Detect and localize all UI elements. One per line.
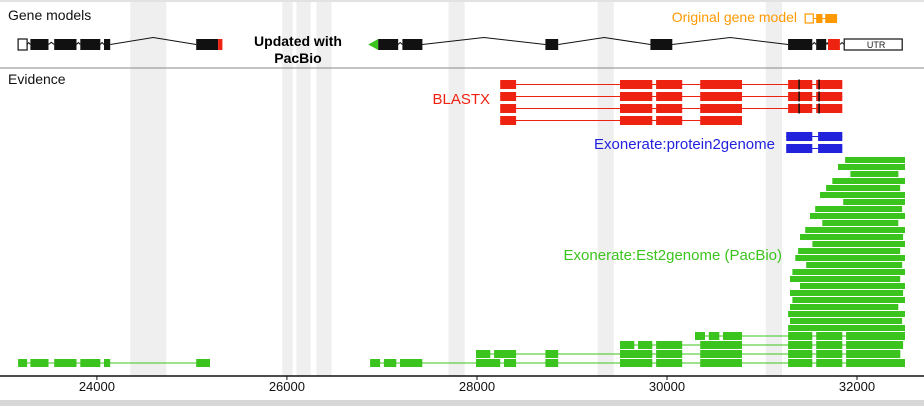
- highlight-bands: [130, 2, 782, 376]
- blastx-hit-row: [500, 91, 843, 102]
- est2genome-transcript: [620, 341, 904, 349]
- est2genome-transcript: [476, 350, 901, 358]
- evidence-track-label: Evidence: [8, 71, 66, 87]
- protein2genome-row: [786, 132, 843, 141]
- est2genome-transcript: [18, 359, 210, 367]
- gene-model-updated: UTR: [368, 36, 903, 51]
- updated-with-pacbio-label: Updated with PacBio: [254, 33, 342, 66]
- est2genome-transcript: [370, 359, 905, 367]
- position-axis: [0, 375, 924, 380]
- blastx-hit-row: [500, 79, 843, 90]
- original-gene-model-glyph: [804, 13, 838, 24]
- gene-models-track-label: Gene models: [8, 7, 92, 23]
- est2genome-read-stack: [788, 157, 905, 331]
- exonerate-protein2genome-label: Exonerate:protein2genome: [594, 136, 775, 153]
- blastx-hit-row: [500, 103, 843, 114]
- window-bottom-edge: [0, 400, 924, 406]
- blastx-label: BLASTX: [432, 91, 490, 108]
- blastx-hit-row: [500, 116, 743, 125]
- original-gene-model-label: Original gene model: [671, 9, 797, 25]
- est2genome-transcript: [695, 332, 905, 340]
- exonerate-est2genome-label: Exonerate:Est2genome (PacBio): [563, 247, 782, 264]
- utr-glyph-label: UTR: [867, 40, 886, 50]
- protein2genome-row: [786, 144, 843, 153]
- gene-model-left: [17, 36, 223, 51]
